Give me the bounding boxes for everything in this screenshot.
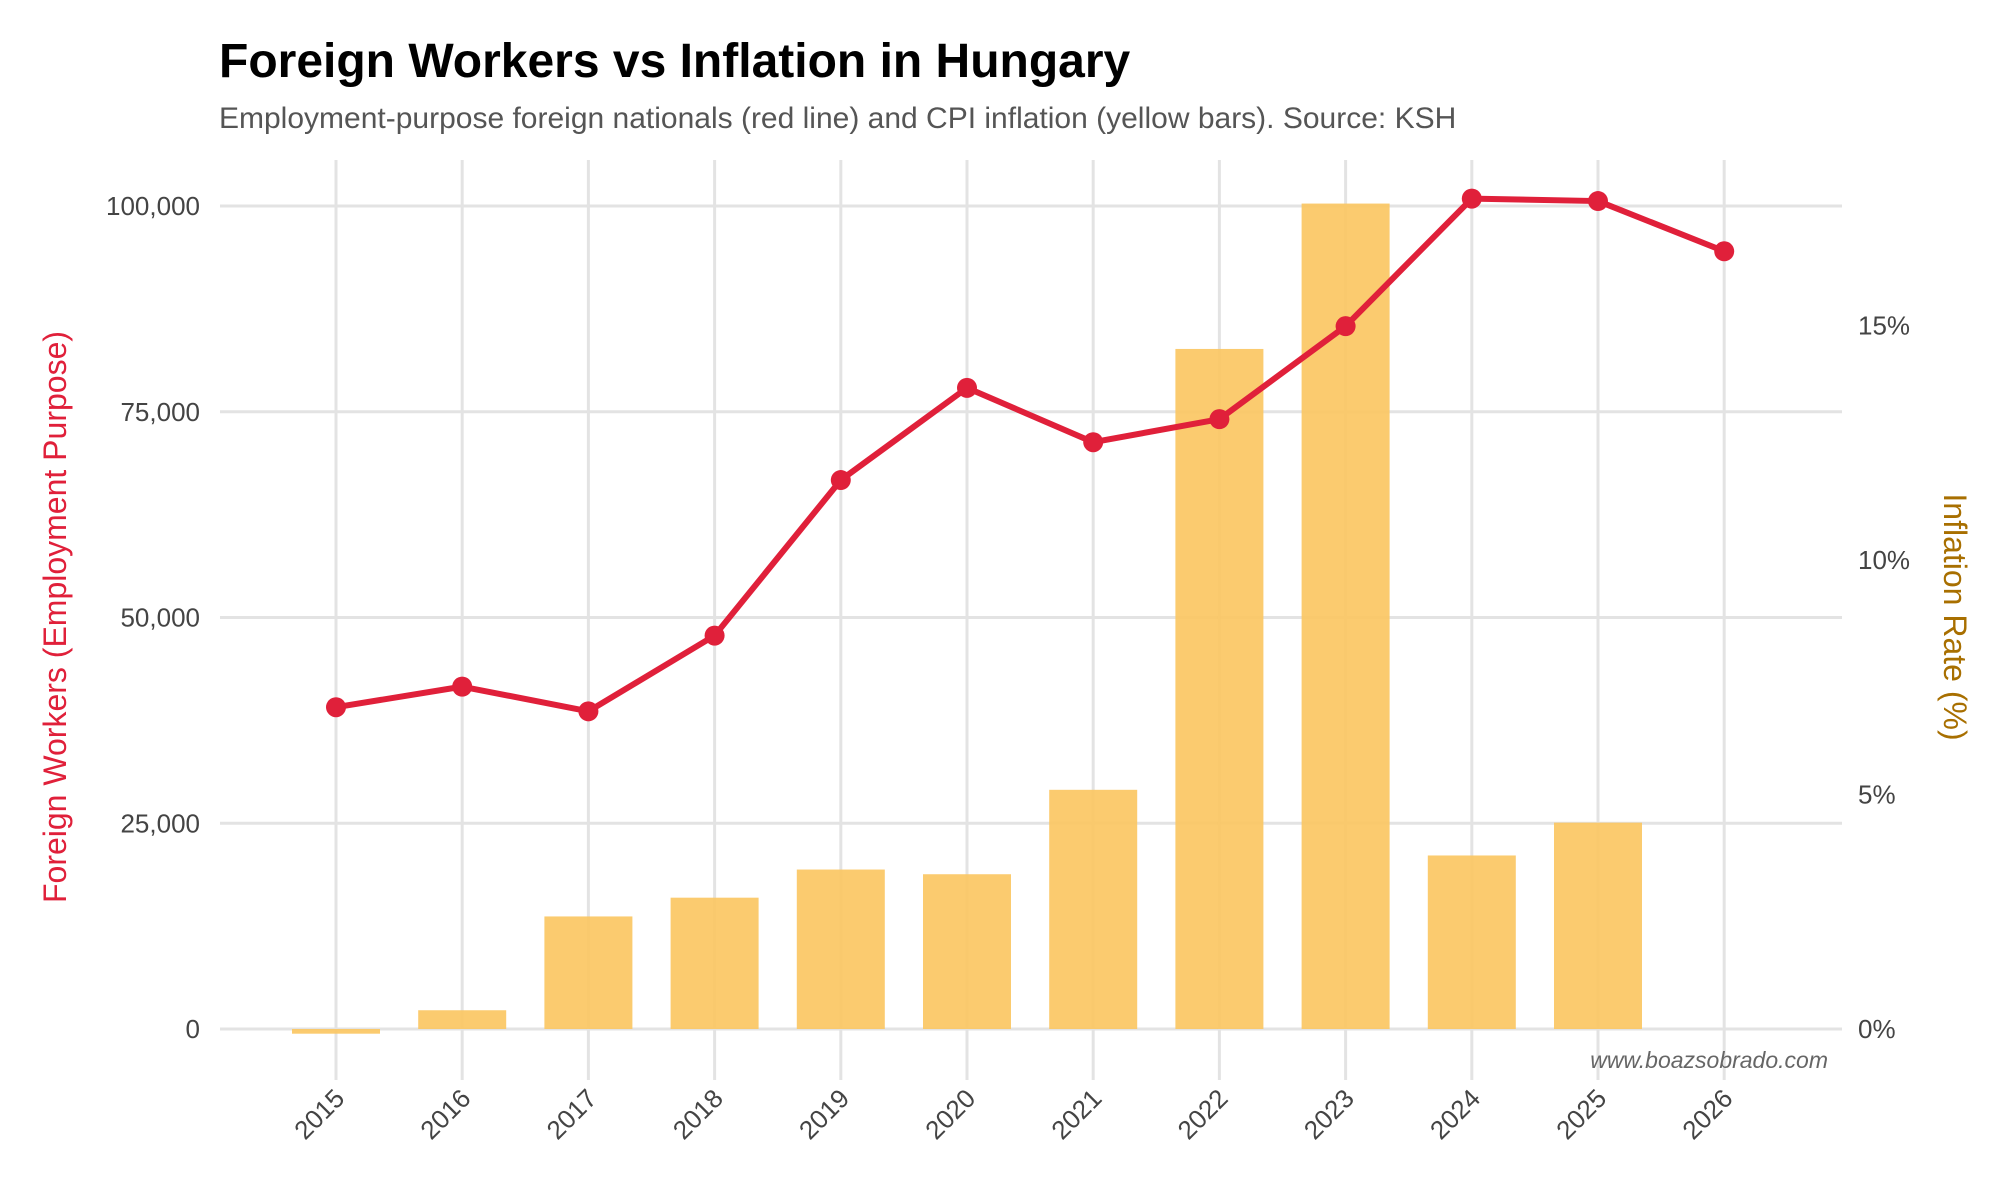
inflation-bar <box>544 916 633 1029</box>
inflation-bar <box>1554 822 1642 1029</box>
chart-title: Foreign Workers vs Inflation in Hungary <box>219 35 1131 88</box>
foreign-workers-point <box>704 625 725 646</box>
foreign-workers-point <box>578 701 599 722</box>
y-left-tick-label: 50,000 <box>120 603 200 633</box>
y-right-tick-label: 10% <box>1858 545 1910 575</box>
foreign-workers-point <box>1714 241 1735 262</box>
x-tick-label: 2024 <box>1424 1083 1486 1145</box>
foreign-workers-point <box>1461 188 1482 209</box>
y-left-tick-label: 0 <box>186 1014 200 1044</box>
foreign-workers-point <box>830 470 851 491</box>
x-tick-label: 2021 <box>1045 1083 1107 1145</box>
x-tick-label: 2015 <box>288 1083 350 1145</box>
foreign-workers-point <box>957 377 977 398</box>
inflation-bar <box>1301 203 1390 1029</box>
inflation-bar <box>796 869 885 1029</box>
x-tick-label: 2022 <box>1172 1083 1234 1145</box>
y-axis-right-label: Inflation Rate (%) <box>1937 493 1973 740</box>
inflation-bar <box>292 1029 380 1034</box>
watermark: www.boazsobrado.com <box>1590 1047 1828 1073</box>
x-tick-label: 2026 <box>1676 1083 1738 1145</box>
y-left-tick-label: 25,000 <box>120 808 200 838</box>
x-tick-label: 2019 <box>793 1083 855 1145</box>
inflation-bar <box>1427 855 1516 1029</box>
inflation-bar <box>670 897 759 1029</box>
foreign-workers-point <box>452 676 473 697</box>
y-right-tick-label: 0% <box>1858 1014 1896 1044</box>
y-axis-left-label: Foreign Workers (Employment Purpose) <box>37 331 73 903</box>
inflation-bar <box>923 874 1011 1029</box>
foreign-workers-line <box>335 195 1726 715</box>
foreign-workers-point <box>1335 316 1356 337</box>
x-tick-label: 2020 <box>919 1083 981 1145</box>
inflation-bar <box>1175 348 1264 1029</box>
foreign-workers-point <box>326 697 346 718</box>
inflation-bar <box>418 1010 507 1029</box>
x-tick-label: 2025 <box>1550 1083 1612 1145</box>
foreign-workers-point <box>1588 191 1608 212</box>
x-tick-label: 2018 <box>667 1083 729 1145</box>
chart-subtitle: Employment-purpose foreign nationals (re… <box>219 102 1457 135</box>
x-tick-label: 2017 <box>541 1083 603 1145</box>
x-tick-label: 2016 <box>414 1083 476 1145</box>
x-tick-label: 2023 <box>1298 1083 1360 1145</box>
foreign-workers-point <box>1083 432 1104 453</box>
y-right-tick-label: 15% <box>1858 311 1910 341</box>
y-left-tick-label: 75,000 <box>120 397 200 427</box>
foreign-workers-point <box>1209 409 1230 430</box>
y-right-tick-label: 5% <box>1858 780 1896 810</box>
inflation-bar <box>1049 789 1138 1029</box>
y-left-tick-label: 100,000 <box>106 191 200 221</box>
